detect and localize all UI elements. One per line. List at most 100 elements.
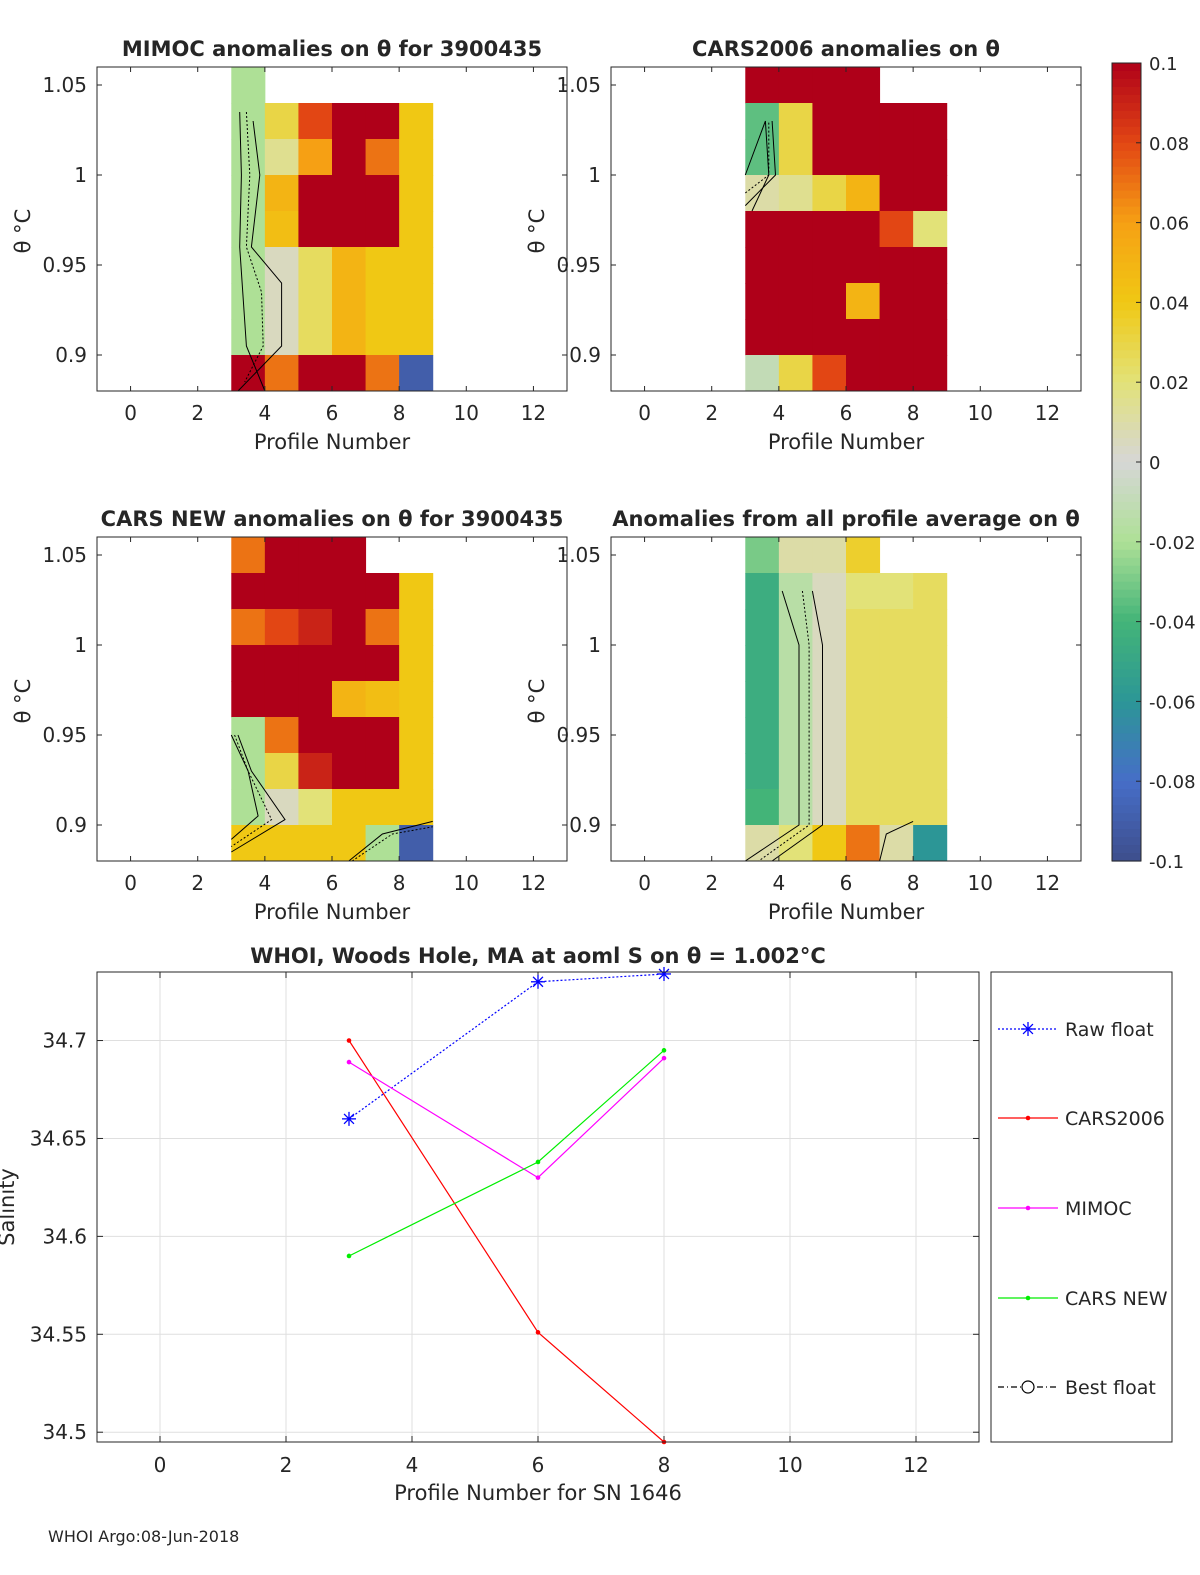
colorbar-segment bbox=[1112, 797, 1141, 806]
heatmap-cell bbox=[231, 211, 266, 248]
colorbar-segment bbox=[1112, 462, 1141, 471]
heatmap-cell bbox=[745, 175, 780, 212]
heatmap-cell bbox=[846, 717, 881, 754]
colorbar-segment bbox=[1112, 845, 1141, 854]
heatmap-cell bbox=[745, 319, 780, 356]
x-tick-label: 8 bbox=[907, 401, 920, 425]
colorbar-segment bbox=[1112, 629, 1141, 639]
heatmap-cell bbox=[298, 825, 333, 862]
y-tick-label: 0.95 bbox=[556, 253, 601, 277]
colorbar-segment bbox=[1112, 501, 1141, 511]
heatmap-cell bbox=[745, 355, 780, 392]
heatmap-cell bbox=[913, 175, 948, 212]
heatmap-cell bbox=[365, 717, 400, 754]
heatmap-cell bbox=[745, 537, 780, 574]
heatmap-cell bbox=[913, 609, 948, 646]
colorbar-segment bbox=[1112, 717, 1141, 726]
colorbar-segment bbox=[1112, 645, 1141, 655]
heatmap-cell bbox=[778, 717, 813, 754]
heatmap-cell bbox=[399, 139, 434, 176]
colorbar-segment bbox=[1112, 278, 1141, 288]
heatmap-cell bbox=[778, 247, 813, 284]
legend-box bbox=[990, 971, 1173, 1443]
heatmap-cell bbox=[231, 355, 266, 392]
colorbar-segment bbox=[1112, 709, 1141, 718]
x-tick-label: 2 bbox=[705, 871, 718, 895]
colorbar-segment bbox=[1112, 781, 1141, 790]
heatmap-cell bbox=[913, 681, 948, 718]
colorbar-segment bbox=[1112, 182, 1141, 192]
colorbar-segment bbox=[1112, 142, 1141, 152]
y-tick-label: 0.9 bbox=[55, 343, 87, 367]
heatmap-cell bbox=[812, 609, 847, 646]
colorbar-segment bbox=[1112, 134, 1141, 144]
heatmap-cell bbox=[332, 609, 367, 646]
data-point-stroke bbox=[658, 968, 670, 980]
heatmap-cell bbox=[365, 645, 400, 682]
colorbar-segment bbox=[1112, 605, 1141, 615]
colorbar-tick-label: -0.02 bbox=[1149, 533, 1196, 554]
heatmap-cell bbox=[846, 247, 881, 284]
x-tick-label: 0 bbox=[154, 1453, 167, 1477]
colorbar-segment bbox=[1112, 757, 1141, 766]
heatmap-cell bbox=[812, 211, 847, 248]
colorbar-segment bbox=[1112, 126, 1141, 136]
heatmap-cell bbox=[298, 753, 333, 790]
heatmap-cell bbox=[846, 537, 881, 574]
heatmap-cell bbox=[231, 175, 266, 212]
heatmap-cell bbox=[332, 319, 367, 356]
heatmap-cell bbox=[365, 609, 400, 646]
heatmap-cell bbox=[332, 573, 367, 610]
heatmap-cells bbox=[231, 67, 434, 392]
heatmap-cell bbox=[332, 103, 367, 140]
heatmap-cell bbox=[812, 825, 847, 862]
colorbar-segment bbox=[1112, 86, 1141, 96]
x-tick-label: 6 bbox=[840, 401, 853, 425]
colorbar-segment bbox=[1112, 326, 1141, 335]
heatmap-cell bbox=[365, 247, 400, 284]
heatmap-cell bbox=[913, 753, 948, 790]
heatmap-cell bbox=[264, 211, 299, 248]
colorbar-segment bbox=[1112, 254, 1141, 264]
heatmap-cell bbox=[332, 355, 367, 392]
heatmap-cell bbox=[812, 319, 847, 356]
heatmap-cell bbox=[778, 645, 813, 682]
colorbar-segment bbox=[1112, 733, 1141, 742]
heatmap-cell bbox=[846, 103, 881, 140]
heatmap-cell bbox=[846, 825, 881, 862]
heatmap-cell bbox=[231, 825, 266, 862]
x-tick-label: 12 bbox=[521, 401, 546, 425]
heatmap-cell bbox=[332, 247, 367, 284]
y-axis-label: θ °C bbox=[525, 209, 549, 254]
heatmap-cell bbox=[913, 825, 948, 862]
heatmap-cell bbox=[879, 573, 914, 610]
colorbar-segment bbox=[1112, 589, 1141, 599]
x-tick-label: 2 bbox=[191, 401, 204, 425]
heatmap-cell bbox=[399, 211, 434, 248]
heatmap-cell bbox=[812, 753, 847, 790]
heatmap-cell bbox=[778, 139, 813, 176]
colorbar-segment bbox=[1112, 214, 1141, 224]
heatmap-cell bbox=[812, 355, 847, 392]
heatmap-cell bbox=[745, 825, 780, 862]
y-tick-label: 1 bbox=[588, 633, 601, 657]
heatmap-cell bbox=[812, 573, 847, 610]
legend-label: CARS NEW bbox=[1065, 1288, 1168, 1310]
heatmap-cell bbox=[264, 139, 299, 176]
y-tick-label: 0.9 bbox=[55, 813, 87, 837]
heatmap-cell bbox=[264, 175, 299, 212]
legend-marker bbox=[1021, 1380, 1035, 1394]
heatmap-cell bbox=[264, 645, 299, 682]
heatmap-cell bbox=[399, 319, 434, 356]
colorbar-segment bbox=[1112, 374, 1141, 383]
heatmap-cell bbox=[298, 645, 333, 682]
y-tick-label: 0.95 bbox=[42, 253, 87, 277]
heatmap-cell bbox=[812, 103, 847, 140]
contour-line bbox=[879, 820, 914, 862]
heatmap-cell bbox=[399, 609, 434, 646]
x-tick-label: 0 bbox=[124, 401, 137, 425]
heatmap-cell bbox=[745, 573, 780, 610]
colorbar-segment bbox=[1112, 430, 1141, 439]
heatmap-cells bbox=[745, 67, 948, 392]
x-tick-label: 0 bbox=[124, 871, 137, 895]
